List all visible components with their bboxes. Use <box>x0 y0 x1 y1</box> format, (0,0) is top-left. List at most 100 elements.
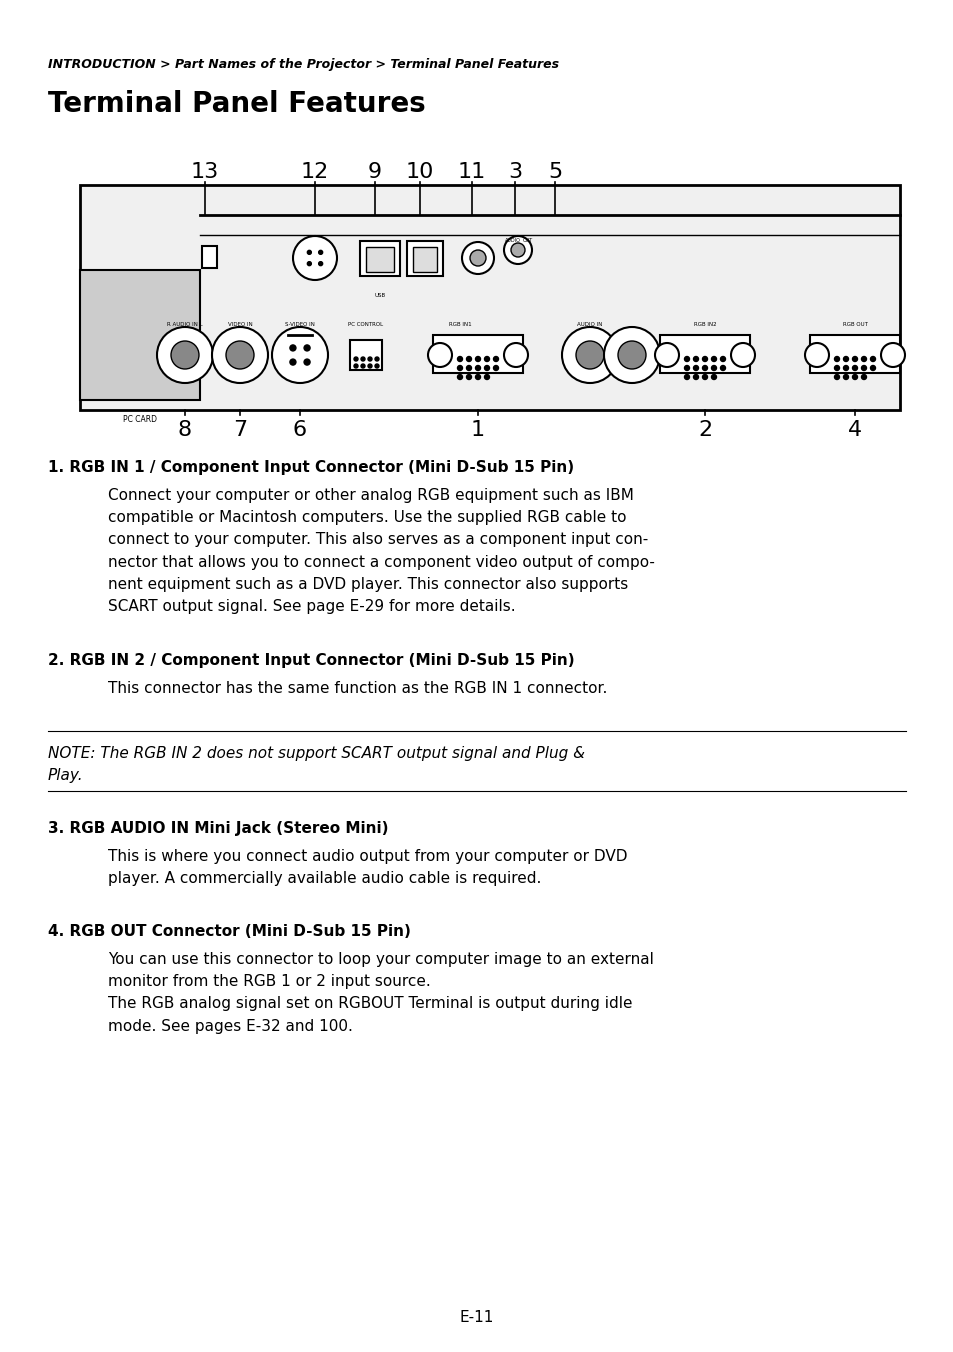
Circle shape <box>272 327 328 383</box>
Bar <box>407 241 442 276</box>
Circle shape <box>475 375 480 380</box>
Circle shape <box>475 357 480 361</box>
Circle shape <box>457 365 462 370</box>
Text: RGB OUT: RGB OUT <box>841 322 866 327</box>
Text: 1: 1 <box>471 420 484 439</box>
Circle shape <box>484 365 489 370</box>
Text: VIDEO IN: VIDEO IN <box>228 322 253 327</box>
Circle shape <box>290 345 295 352</box>
Circle shape <box>684 357 689 361</box>
Circle shape <box>212 327 268 383</box>
Circle shape <box>842 375 847 380</box>
Bar <box>350 339 381 370</box>
Circle shape <box>852 357 857 361</box>
Circle shape <box>428 343 452 366</box>
Circle shape <box>684 375 689 380</box>
Circle shape <box>226 341 253 369</box>
Circle shape <box>484 357 489 361</box>
Text: 11: 11 <box>457 162 486 183</box>
Circle shape <box>318 250 322 254</box>
Circle shape <box>304 360 310 365</box>
Circle shape <box>368 364 372 368</box>
Circle shape <box>701 375 707 380</box>
Circle shape <box>290 360 295 365</box>
Text: 8: 8 <box>178 420 192 439</box>
Circle shape <box>304 345 310 352</box>
Circle shape <box>503 237 532 264</box>
Circle shape <box>861 375 865 380</box>
Text: 10: 10 <box>405 162 434 183</box>
Circle shape <box>466 375 471 380</box>
Circle shape <box>861 365 865 370</box>
Circle shape <box>576 341 603 369</box>
Text: Terminal Panel Features: Terminal Panel Features <box>48 91 425 118</box>
Circle shape <box>493 357 498 361</box>
Text: PC CONTROL: PC CONTROL <box>348 322 383 327</box>
Circle shape <box>307 250 311 254</box>
Text: 2: 2 <box>698 420 711 439</box>
Text: 5: 5 <box>547 162 561 183</box>
Circle shape <box>684 365 689 370</box>
Circle shape <box>693 365 698 370</box>
Bar <box>809 335 899 373</box>
Circle shape <box>466 365 471 370</box>
Circle shape <box>561 327 618 383</box>
Circle shape <box>493 365 498 370</box>
Circle shape <box>730 343 754 366</box>
Circle shape <box>869 365 875 370</box>
Circle shape <box>457 357 462 361</box>
Text: 12: 12 <box>300 162 329 183</box>
Circle shape <box>861 357 865 361</box>
Circle shape <box>720 365 724 370</box>
Circle shape <box>834 357 839 361</box>
Circle shape <box>360 357 365 361</box>
Bar <box>359 241 399 276</box>
Circle shape <box>880 343 904 366</box>
Circle shape <box>171 341 199 369</box>
Circle shape <box>834 365 839 370</box>
Circle shape <box>852 365 857 370</box>
Circle shape <box>157 327 213 383</box>
Circle shape <box>693 357 698 361</box>
Bar <box>80 185 899 410</box>
Circle shape <box>461 242 494 274</box>
Circle shape <box>711 375 716 380</box>
Text: RGB IN1: RGB IN1 <box>448 322 471 327</box>
Circle shape <box>852 375 857 380</box>
Circle shape <box>360 364 365 368</box>
Text: 3. RGB AUDIO IN Mini Jack (Stereo Mini): 3. RGB AUDIO IN Mini Jack (Stereo Mini) <box>48 821 388 836</box>
Circle shape <box>368 357 372 361</box>
Text: USB: USB <box>374 293 385 297</box>
Circle shape <box>503 343 527 366</box>
Circle shape <box>307 262 311 265</box>
Circle shape <box>470 250 485 266</box>
Text: AUDIO: AUDIO <box>504 238 520 243</box>
Circle shape <box>293 237 336 280</box>
Text: 3: 3 <box>507 162 521 183</box>
Circle shape <box>701 357 707 361</box>
Circle shape <box>466 357 471 361</box>
Circle shape <box>711 357 716 361</box>
Circle shape <box>375 357 378 361</box>
Circle shape <box>511 243 524 257</box>
Text: AUDIO IN: AUDIO IN <box>577 322 602 327</box>
Circle shape <box>834 375 839 380</box>
Bar <box>366 247 394 272</box>
Text: NOTE: The RGB IN 2 does not support SCART output signal and Plug &
Play.: NOTE: The RGB IN 2 does not support SCAR… <box>48 746 584 783</box>
Circle shape <box>457 375 462 380</box>
Text: Connect your computer or other analog RGB equipment such as IBM
compatible or Ma: Connect your computer or other analog RG… <box>108 488 654 614</box>
Text: This is where you connect audio output from your computer or DVD
player. A comme: This is where you connect audio output f… <box>108 849 627 886</box>
Bar <box>433 335 522 373</box>
Bar <box>659 335 749 373</box>
Text: S-VIDEO IN: S-VIDEO IN <box>285 322 314 327</box>
Circle shape <box>354 364 357 368</box>
Text: RGB IN2: RGB IN2 <box>693 322 716 327</box>
Text: You can use this connector to loop your computer image to an external
monitor fr: You can use this connector to loop your … <box>108 952 653 1033</box>
Text: 6: 6 <box>293 420 307 439</box>
Circle shape <box>603 327 659 383</box>
Circle shape <box>318 262 322 265</box>
Bar <box>202 246 216 268</box>
Circle shape <box>655 343 679 366</box>
Circle shape <box>693 375 698 380</box>
Circle shape <box>869 357 875 361</box>
